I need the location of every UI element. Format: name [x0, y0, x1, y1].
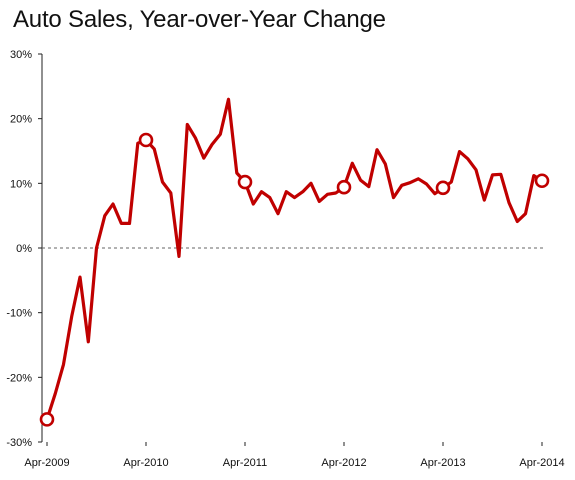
- series-line: [45, 97, 544, 421]
- x-tick-label: Apr-2012: [321, 457, 366, 469]
- y-tick-label: 20%: [10, 114, 32, 126]
- x-tick-label: Apr-2011: [223, 457, 267, 469]
- y-tick-label: 0%: [16, 243, 32, 255]
- x-tick-label: Apr-2014: [519, 457, 564, 469]
- x-tick-label: Apr-2013: [420, 457, 465, 469]
- y-tick-label: 10%: [10, 178, 32, 190]
- x-tick-label: Apr-2009: [24, 457, 69, 469]
- data-point-marker: [237, 174, 253, 190]
- data-point-marker: [435, 180, 451, 196]
- x-tick-label: Apr-2010: [123, 457, 168, 469]
- y-tick-label: -30%: [6, 437, 32, 449]
- chart-series: [45, 97, 544, 421]
- data-point-marker: [534, 173, 550, 189]
- y-tick-label: 30%: [10, 49, 32, 61]
- chart-axes: [38, 53, 545, 446]
- data-point-marker: [39, 412, 55, 427]
- data-point-marker: [138, 132, 154, 148]
- chart-title: Auto Sales, Year-over-Year Change: [13, 6, 386, 33]
- chart-markers: [39, 132, 550, 427]
- data-point-marker: [336, 179, 352, 195]
- chart-tick-labels: 30% 20% 10% 0% -10% -20% -30% Apr-2009 Apr-2010 A…: [6, 49, 564, 469]
- y-tick-label: -10%: [6, 308, 32, 320]
- y-tick-label: -20%: [6, 372, 32, 384]
